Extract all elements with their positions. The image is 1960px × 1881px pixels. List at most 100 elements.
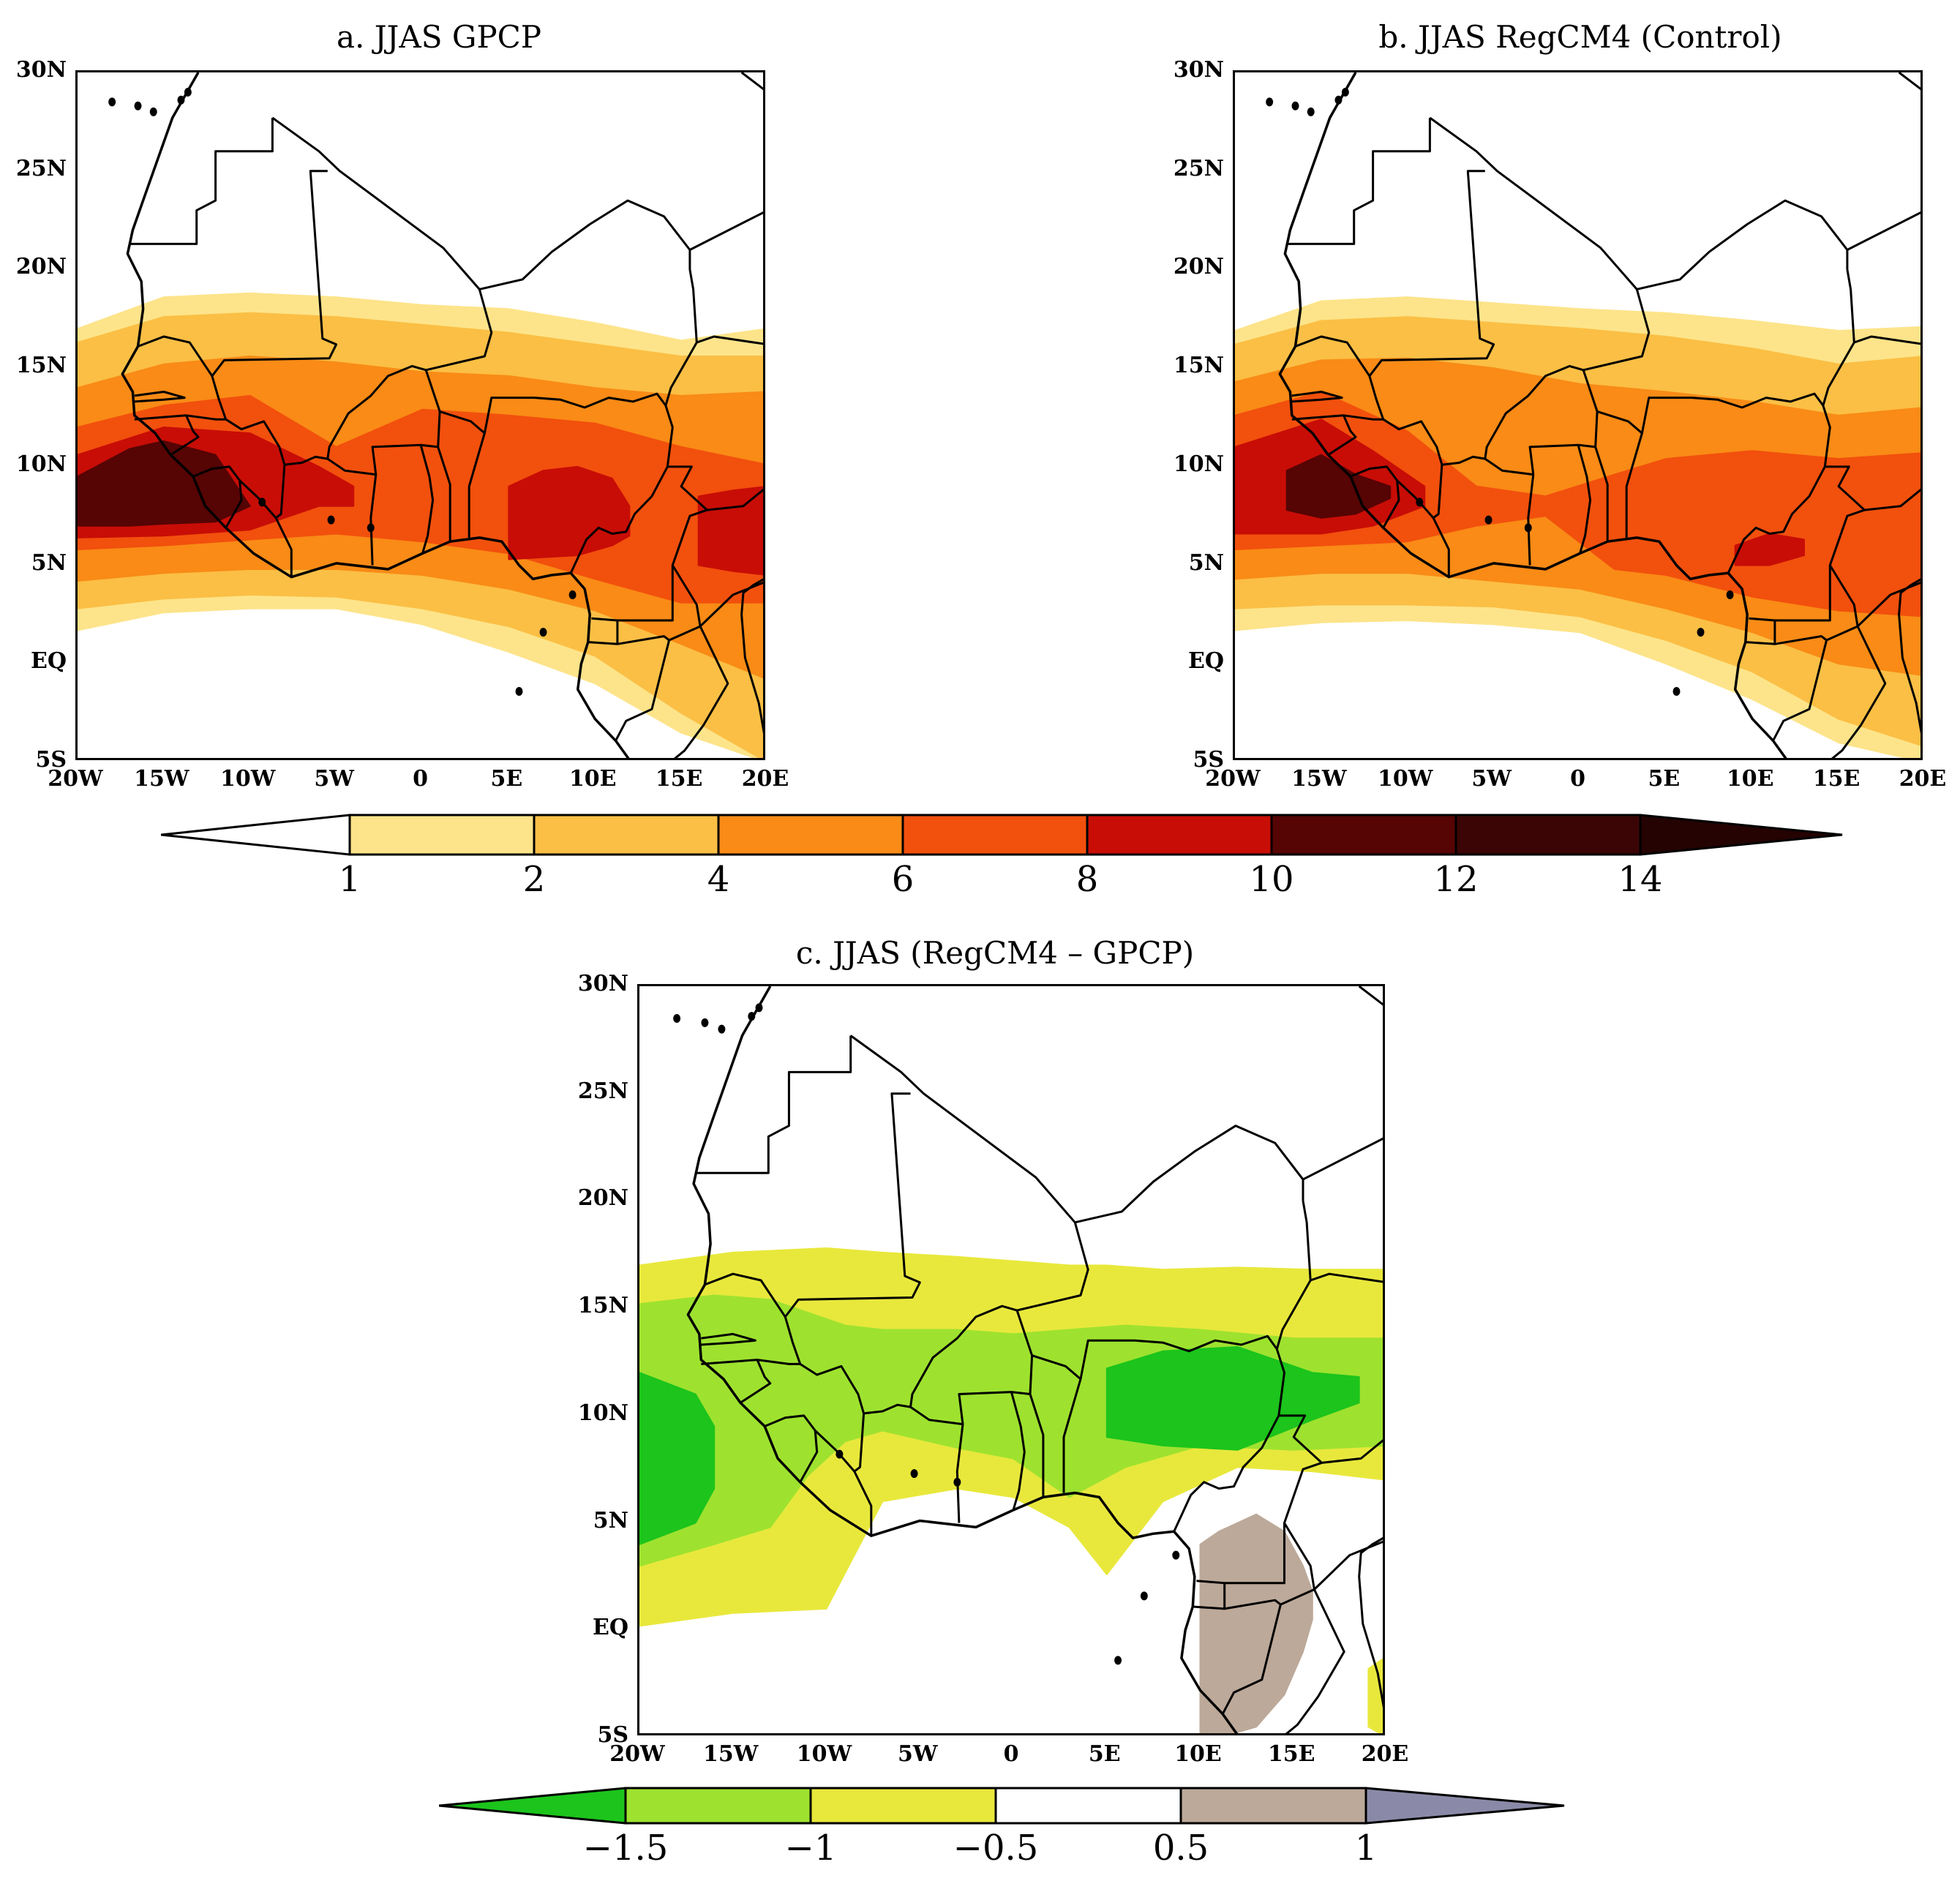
colorbar-label: 8: [1075, 859, 1099, 900]
lon-tick-label: 5W: [897, 1741, 938, 1767]
country-border: [1594, 446, 1609, 542]
island: [367, 523, 375, 533]
lon-tick-label: 15W: [1291, 766, 1347, 792]
lon-tick-label: 0: [413, 766, 428, 792]
colorbar-label: 1: [338, 859, 361, 900]
colorbar-swatch: [717, 814, 904, 856]
country-border: [1825, 465, 1920, 511]
country-border: [1847, 211, 1920, 251]
island: [1334, 95, 1343, 105]
island: [149, 107, 157, 116]
island: [910, 1469, 918, 1479]
country-border: [1286, 118, 1431, 245]
country-border: [1484, 457, 1533, 476]
country-border: [569, 405, 674, 574]
lon-tick-label: 20E: [1899, 766, 1947, 792]
colorbar-label: 1: [1354, 1828, 1378, 1869]
colorbar-label: 2: [522, 859, 546, 900]
precip-colorbar: [161, 814, 1843, 856]
island: [1524, 523, 1532, 533]
country-border: [424, 369, 441, 412]
coastline: [686, 986, 1239, 1733]
country-border: [1280, 1588, 1345, 1733]
lat-tick-label: 10N: [1173, 451, 1224, 477]
country-border: [1302, 1137, 1383, 1181]
country-border: [1358, 986, 1383, 1006]
colorbar-swatch: [624, 1787, 812, 1825]
lat-tick-label: 15N: [1173, 353, 1224, 379]
lat-tick-label: 5N: [31, 549, 67, 576]
country-border: [419, 444, 435, 554]
lat-tick-label: 5S: [1193, 747, 1224, 773]
island: [1291, 101, 1299, 110]
country-border: [1010, 1392, 1026, 1511]
lat-tick-label: 25N: [1173, 155, 1224, 181]
country-border: [1382, 288, 1651, 466]
country-border: [369, 269, 698, 566]
lon-tick-label: 10E: [1174, 1741, 1222, 1767]
lat-tick-label: 5S: [35, 747, 67, 773]
island: [673, 1014, 681, 1024]
lon-tick-label: 0: [1003, 1741, 1019, 1767]
lon-tick-label: 10E: [1726, 766, 1774, 792]
island: [1307, 107, 1315, 116]
country-border: [668, 625, 729, 758]
country-border: [225, 288, 493, 466]
panel-b-title: b. JJAS RegCM4 (Control): [1378, 19, 1782, 55]
lat-tick-label: 20N: [15, 254, 67, 280]
country-border: [137, 335, 214, 377]
lat-tick-label: 20N: [577, 1185, 628, 1212]
country-border: [909, 1405, 964, 1426]
island: [108, 97, 116, 107]
lon-tick-label: 0: [1570, 766, 1585, 792]
lat-tick-label: 30N: [1173, 57, 1224, 83]
country-border: [696, 335, 763, 345]
lon-tick-label: 5E: [490, 766, 523, 792]
colorbar-swatch: [348, 814, 536, 856]
country-border: [468, 432, 486, 538]
contour-band-4: [1199, 1513, 1313, 1733]
lat-tick-label: 30N: [577, 971, 628, 996]
colorbar-swatch: [1179, 1787, 1367, 1825]
lon-tick-label: 15E: [655, 766, 703, 792]
coastline: [1278, 72, 1787, 758]
lon-tick-label: 5W: [314, 766, 354, 792]
island: [258, 498, 266, 507]
country-border: [704, 1272, 786, 1318]
country-border: [1029, 1394, 1045, 1498]
lat-tick-label: 10N: [577, 1400, 628, 1426]
country-border: [1196, 1523, 1285, 1585]
island: [701, 1018, 709, 1027]
country-border: [1173, 1348, 1285, 1532]
island: [1341, 87, 1349, 97]
country-border: [667, 465, 763, 511]
lon-tick-label: 20W: [48, 766, 103, 792]
country-border: [1727, 405, 1831, 574]
lon-tick-label: 15E: [1267, 1741, 1315, 1767]
country-border: [1294, 335, 1371, 377]
island: [1672, 687, 1681, 697]
lat-tick-label: 5N: [593, 1507, 628, 1533]
map-c-svg: [639, 986, 1383, 1733]
diff-colorbar: [439, 1787, 1565, 1825]
lon-tick-label: 10W: [1378, 766, 1433, 792]
lon-tick-label: 5W: [1471, 766, 1512, 792]
country-border: [671, 508, 763, 628]
colorbar-label: −0.5: [953, 1828, 1039, 1869]
island: [953, 1477, 961, 1487]
country-border: [1825, 625, 1887, 758]
lat-tick-label: EQ: [31, 648, 67, 675]
country-border: [740, 72, 763, 91]
country-border: [134, 170, 338, 421]
colorbar-swatch: [533, 814, 720, 856]
colorbar-swatch: [994, 1787, 1182, 1825]
country-border: [1429, 116, 1849, 290]
country-border: [1193, 1582, 1226, 1610]
lon-tick-label: 10W: [220, 766, 276, 792]
colorbar-swatch: [1454, 814, 1642, 856]
lon-tick-label: 15W: [134, 766, 189, 792]
lat-tick-label: 30N: [15, 57, 67, 83]
country-border: [615, 635, 671, 742]
country-border: [1015, 1310, 1034, 1356]
country-border: [1772, 635, 1828, 742]
